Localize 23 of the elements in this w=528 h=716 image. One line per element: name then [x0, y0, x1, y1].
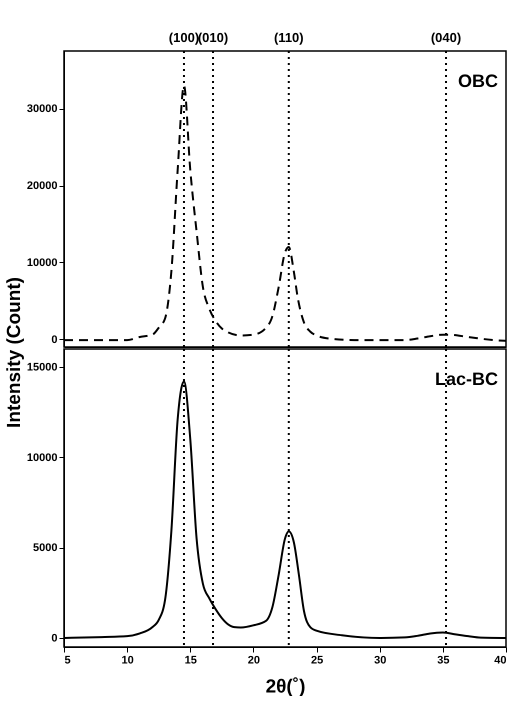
- y-tick-label: 10000: [26, 452, 58, 464]
- y-tick-label: 30000: [26, 103, 58, 116]
- x-tick-label: 30: [374, 654, 386, 666]
- x-tick-label: 40: [494, 654, 506, 666]
- y-tick-label: 10000: [26, 256, 58, 269]
- x-tick-label: 10: [122, 654, 134, 666]
- y-tick-label: 20000: [26, 180, 58, 192]
- text: (010): [198, 30, 228, 45]
- text: (040): [430, 30, 462, 45]
- x-tick-label: 20: [248, 654, 260, 666]
- text: (110): [274, 30, 304, 45]
- y-tick-label: 15000: [26, 362, 58, 374]
- y-tick-label: 0: [51, 334, 58, 346]
- x-tick-label: 25: [310, 654, 324, 666]
- text: OBC: [458, 71, 498, 91]
- text: (100): [168, 30, 200, 45]
- y-tick-label: 5000: [33, 542, 58, 554]
- y-tick-label: 0: [51, 632, 58, 644]
- y-axis-title: Intensity (Count): [4, 276, 26, 428]
- text: Lac-BC: [434, 369, 498, 389]
- x-tick-label: 15: [184, 654, 197, 666]
- x-tick-label: 5: [64, 654, 71, 666]
- x-tick-label: 35: [437, 654, 450, 666]
